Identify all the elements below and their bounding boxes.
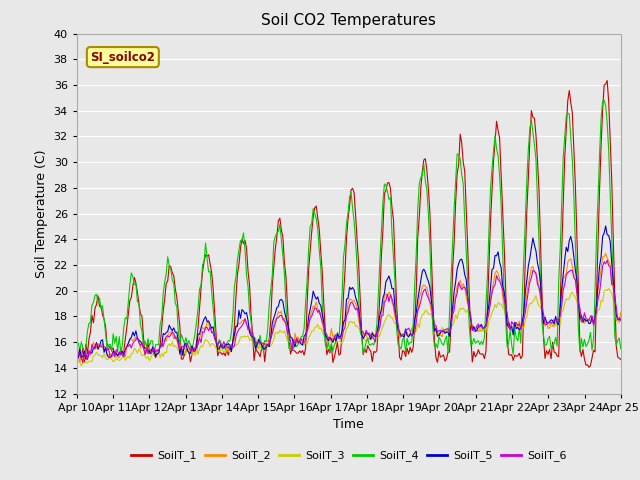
Text: SI_soilco2: SI_soilco2	[90, 50, 156, 63]
Title: Soil CO2 Temperatures: Soil CO2 Temperatures	[261, 13, 436, 28]
Legend: SoilT_1, SoilT_2, SoilT_3, SoilT_4, SoilT_5, SoilT_6: SoilT_1, SoilT_2, SoilT_3, SoilT_4, Soil…	[127, 446, 571, 466]
Y-axis label: Soil Temperature (C): Soil Temperature (C)	[35, 149, 48, 278]
X-axis label: Time: Time	[333, 418, 364, 431]
